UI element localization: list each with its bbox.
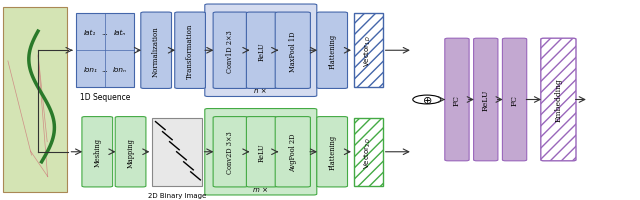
FancyBboxPatch shape [445,39,469,161]
Text: $\oplus$: $\oplus$ [422,95,432,105]
Text: Embedding: Embedding [554,78,563,122]
FancyBboxPatch shape [213,117,248,187]
FancyBboxPatch shape [115,117,146,187]
FancyBboxPatch shape [152,118,202,186]
FancyBboxPatch shape [246,13,277,89]
Text: n ×: n × [255,88,267,94]
Text: FC: FC [511,95,518,105]
Text: ...: ... [102,67,108,72]
Text: ...: ... [102,30,108,35]
FancyBboxPatch shape [175,13,205,89]
Text: Normalization: Normalization [152,26,160,76]
Text: ReLU: ReLU [258,42,266,60]
Text: Meshing: Meshing [93,138,101,166]
Text: 2D Binary Image: 2D Binary Image [148,192,206,198]
FancyBboxPatch shape [213,13,248,89]
Text: Flattening: Flattening [328,135,336,169]
FancyBboxPatch shape [354,118,383,186]
Bar [3,8,67,192]
Text: FC: FC [453,95,461,105]
Text: AvgPool 2D: AvgPool 2D [289,133,297,171]
Text: m ×: m × [253,186,268,192]
FancyBboxPatch shape [205,109,317,195]
FancyBboxPatch shape [82,117,113,187]
Text: Mapping: Mapping [127,137,134,167]
FancyBboxPatch shape [246,117,277,187]
FancyBboxPatch shape [76,14,134,88]
FancyBboxPatch shape [317,13,348,89]
FancyBboxPatch shape [275,13,310,89]
Text: Vector$_{2D}$: Vector$_{2D}$ [364,136,373,168]
Text: lon₁: lon₁ [83,67,97,72]
FancyBboxPatch shape [354,14,383,88]
Text: 1D Sequence: 1D Sequence [80,93,130,101]
Circle shape [413,96,441,104]
Text: latₙ: latₙ [113,30,126,35]
FancyBboxPatch shape [541,39,576,161]
FancyBboxPatch shape [141,13,172,89]
Text: lonₙ: lonₙ [113,67,127,72]
Text: Flattening: Flattening [328,34,336,68]
Text: ReLU: ReLU [482,89,490,111]
Text: MaxPool 1D: MaxPool 1D [289,31,297,71]
FancyBboxPatch shape [474,39,498,161]
FancyBboxPatch shape [205,5,317,97]
FancyBboxPatch shape [275,117,310,187]
Text: Conv1D 2×3: Conv1D 2×3 [227,30,234,72]
Text: lat₁: lat₁ [84,30,97,35]
FancyBboxPatch shape [502,39,527,161]
Text: Transformation: Transformation [186,23,194,79]
Text: ReLU: ReLU [258,143,266,161]
FancyBboxPatch shape [317,117,348,187]
Text: Conv2D 3×3: Conv2D 3×3 [227,131,234,173]
Text: Vector$_{1D}$: Vector$_{1D}$ [364,35,373,67]
